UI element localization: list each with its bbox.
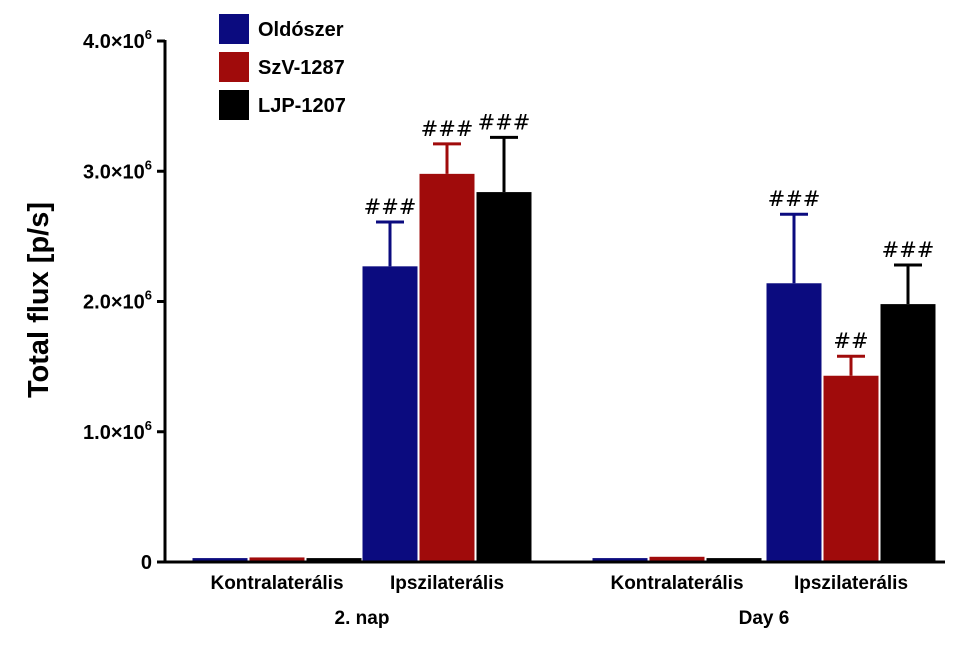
y-axis: 0 1.0×106 2.0×106 3.0×106 4.0×106 bbox=[83, 27, 167, 574]
group-label: Day 6 bbox=[739, 608, 790, 629]
bar bbox=[706, 558, 762, 562]
significance-annotation: ### bbox=[768, 187, 821, 211]
bar bbox=[649, 556, 705, 562]
significance-annotation: ### bbox=[882, 238, 935, 262]
significance-annotation: ### bbox=[478, 110, 531, 134]
bar bbox=[306, 558, 362, 562]
y-axis-label: Total flux [p/s] bbox=[23, 202, 55, 398]
bar bbox=[823, 375, 879, 562]
bar bbox=[249, 557, 305, 562]
legend-label: LJP-1207 bbox=[258, 95, 346, 117]
category-label: Ipszilaterális bbox=[794, 573, 908, 594]
category-label: Ipszilaterális bbox=[390, 573, 504, 594]
y-tick-label: 1.0×106 bbox=[83, 418, 152, 444]
bar bbox=[880, 304, 936, 562]
legend-swatch bbox=[219, 14, 249, 44]
y-tick-label: 0 bbox=[141, 552, 152, 574]
legend-label: SzV-1287 bbox=[258, 57, 345, 79]
y-tick-label: 2.0×106 bbox=[83, 288, 152, 314]
legend-label: Oldószer bbox=[258, 19, 344, 41]
significance-annotation: ## bbox=[833, 329, 868, 353]
category-label: Kontralaterális bbox=[210, 573, 343, 594]
bar bbox=[192, 558, 248, 562]
legend: Oldószer SzV-1287 LJP-1207 bbox=[219, 14, 346, 120]
bar bbox=[592, 558, 648, 562]
category-label: Kontralaterális bbox=[610, 573, 743, 594]
y-tick-label: 3.0×106 bbox=[83, 157, 152, 183]
legend-swatch bbox=[219, 52, 249, 82]
bar bbox=[476, 192, 532, 562]
y-tick-label: 4.0×106 bbox=[83, 27, 152, 53]
significance-annotation: ### bbox=[364, 195, 417, 219]
significance-annotation: ### bbox=[421, 117, 474, 141]
bars: ### ############## bbox=[192, 110, 936, 563]
bar bbox=[766, 283, 822, 562]
legend-swatch bbox=[219, 90, 249, 120]
bar bbox=[419, 173, 475, 563]
group-label: 2. nap bbox=[335, 608, 390, 629]
bar bbox=[362, 266, 418, 562]
